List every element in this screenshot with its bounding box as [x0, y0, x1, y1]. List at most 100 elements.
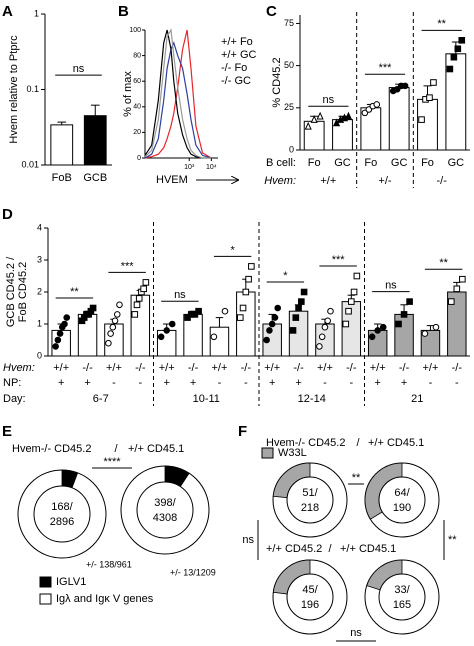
bar	[445, 53, 467, 151]
np-label: +	[58, 377, 64, 389]
data-point	[61, 320, 68, 328]
data-point	[373, 101, 381, 108]
data-point	[321, 323, 329, 331]
donut-hole	[378, 573, 426, 621]
bar	[388, 87, 410, 151]
y-tick-label: 0	[137, 155, 141, 162]
data-point	[447, 298, 455, 305]
donut-title: Hvem-/- CD45.2	[266, 437, 345, 449]
data-point	[221, 307, 229, 315]
data-point	[168, 320, 176, 328]
significance-label: ***	[121, 260, 135, 272]
y-tick-label: 40	[133, 104, 141, 111]
np-label: +	[374, 377, 380, 389]
data-point	[353, 272, 361, 280]
donut-title: Hvem-/- CD45.2	[12, 443, 91, 455]
significance-label: **	[437, 18, 446, 30]
y-tick-label: 0	[289, 144, 294, 154]
donut-hole	[378, 476, 426, 524]
data-point	[327, 307, 334, 315]
np-label: +	[295, 377, 301, 389]
data-point	[374, 327, 381, 334]
data-point	[342, 320, 350, 328]
y-tick-label: 20	[133, 129, 141, 136]
y-tick-label: 50	[284, 60, 294, 70]
data-point	[131, 311, 139, 318]
data-point	[300, 288, 308, 296]
data-point	[406, 298, 413, 305]
donut-count: 168/	[51, 501, 73, 513]
y-tick-label: 100	[129, 27, 141, 34]
y-tick-label: 1	[34, 8, 39, 18]
data-point	[142, 279, 150, 286]
significance-label: **	[352, 472, 361, 484]
significance-label: **	[439, 257, 448, 269]
data-point	[345, 307, 352, 315]
group-label: 12-14	[298, 393, 326, 405]
data-point	[266, 327, 273, 334]
data-point	[304, 121, 312, 130]
y-tick-label: 25	[284, 102, 294, 112]
legend-label: -/- GC	[221, 75, 251, 87]
significance-label: ns	[73, 63, 85, 75]
data-point	[310, 115, 318, 123]
x-tick-label: +/+	[422, 362, 438, 374]
y-tick-label: 0	[37, 350, 42, 360]
legend-label: -/- Fo	[221, 62, 247, 74]
significance-label: **	[448, 534, 457, 546]
np-label: -	[323, 377, 327, 389]
data-point	[105, 339, 112, 347]
x-tick-label: GCB	[83, 172, 107, 184]
legend-swatch	[39, 576, 52, 588]
donut-hole	[33, 485, 91, 543]
x-tick-label: Fo	[308, 157, 321, 169]
group-label: +/-	[378, 175, 391, 187]
np-label: -	[349, 377, 353, 389]
x-tick-label: FoB	[52, 172, 72, 184]
significance-label: ****	[103, 456, 121, 468]
group-label: +/+	[320, 175, 336, 187]
data-point	[316, 111, 324, 120]
donut-hole	[136, 481, 194, 539]
data-point	[348, 298, 355, 305]
data-point	[298, 298, 305, 305]
x-tick-label: 10⁴	[206, 164, 217, 171]
data-point	[295, 304, 302, 312]
x-tick-label: +/+	[370, 362, 386, 374]
x-tick-label: +/+	[159, 362, 175, 374]
panel-label: B	[118, 3, 129, 20]
data-point	[245, 275, 252, 283]
bar	[236, 291, 256, 357]
data-point	[350, 288, 358, 296]
legend-swatch	[39, 593, 52, 605]
donut-annotation: +/- 138/961	[86, 559, 132, 569]
donut-title: +/+ CD45.1	[340, 543, 396, 555]
np-label: +	[190, 377, 196, 389]
y-tick-label: 80	[133, 52, 141, 59]
data-point	[263, 336, 270, 344]
y-tick-label: 3	[37, 254, 42, 264]
bar	[83, 115, 107, 166]
legend-label: Igλ and Igκ V genes	[56, 593, 154, 605]
np-label: -	[138, 377, 142, 389]
data-point	[432, 323, 440, 331]
bar	[394, 313, 414, 357]
np-label: -	[218, 377, 222, 389]
x-tick-label: GC	[391, 157, 408, 169]
data-point	[418, 116, 425, 123]
x-tick-label: -/-	[82, 362, 93, 374]
data-point	[292, 314, 300, 321]
group-label: 6-7	[93, 393, 109, 405]
data-point	[401, 82, 409, 90]
bar	[50, 124, 74, 166]
y-tick-label: 0.1	[26, 84, 39, 94]
group-label: -/-	[436, 175, 447, 187]
significance-label: ***	[379, 62, 393, 74]
data-point	[324, 317, 332, 325]
histogram-line	[144, 29, 212, 159]
donut-count: 45/	[302, 584, 318, 596]
np-label: -	[455, 377, 459, 389]
donut-total: 190	[393, 502, 411, 514]
data-point	[289, 327, 297, 334]
